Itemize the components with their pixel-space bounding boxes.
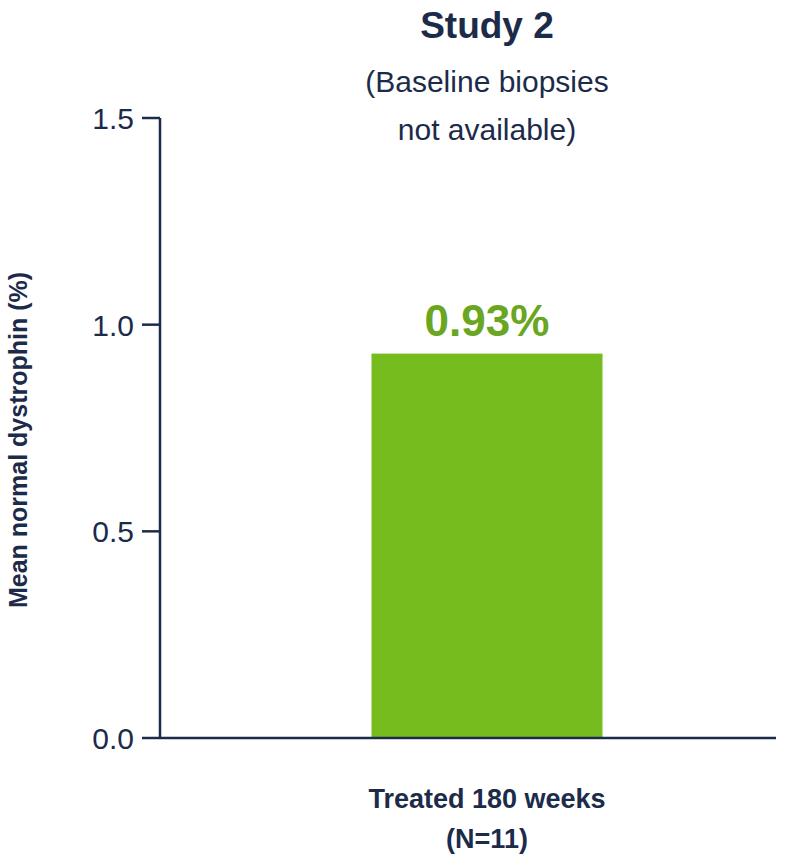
chart-root: Study 2 (Baseline biopsies not available) 0… [0, 0, 789, 864]
y-axis-label: Mean normal dystrophin (%) [4, 272, 32, 608]
y-tick [142, 530, 160, 533]
y-tick-label: 1.5 [92, 102, 134, 135]
y-tick-label: 0.0 [92, 722, 134, 755]
y-tick [142, 737, 160, 740]
y-tick-label: 0.5 [92, 515, 134, 548]
bar [372, 354, 603, 738]
x-axis [160, 737, 776, 740]
chart-svg: Study 2 (Baseline biopsies not available) 0… [0, 0, 789, 864]
y-axis [159, 118, 162, 739]
y-tick-label: 1.0 [92, 309, 134, 342]
category-label: Treated 180 weeks(N=11) [368, 784, 605, 854]
y-tick [142, 117, 160, 120]
bars [372, 354, 603, 738]
y-tick [142, 323, 160, 326]
subtitle: not available) [398, 113, 576, 146]
subtitle: (Baseline biopsies [365, 65, 608, 98]
title: Study 2 [420, 5, 554, 46]
data-label: 0.93% [425, 296, 550, 345]
